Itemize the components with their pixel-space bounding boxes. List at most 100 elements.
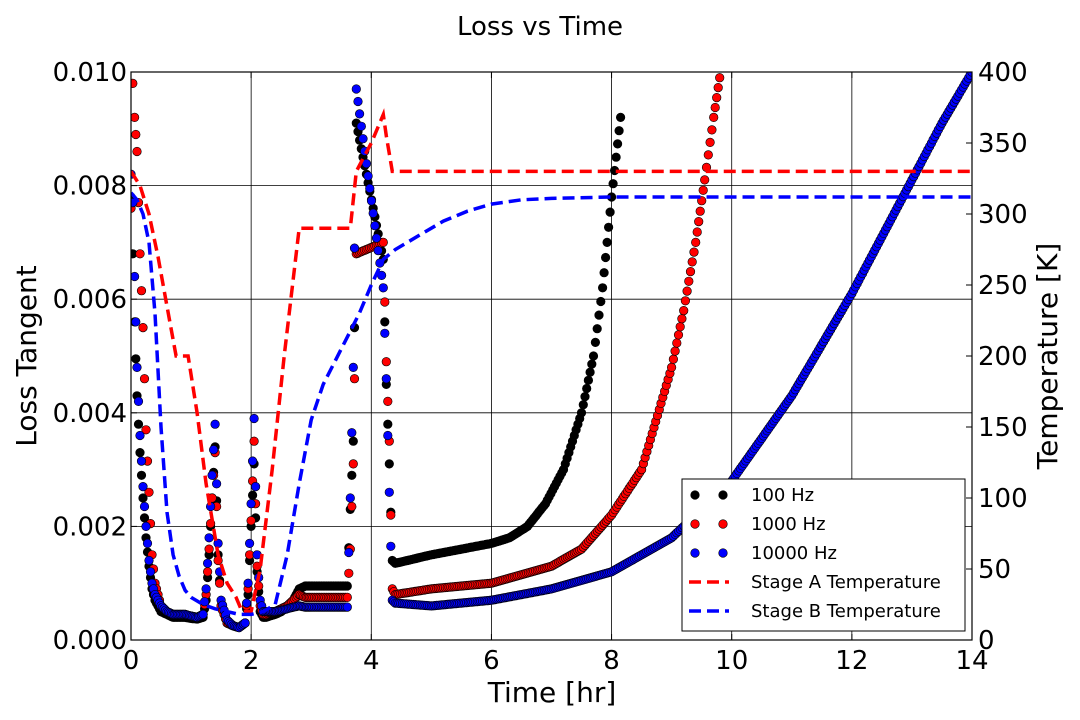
data-point-10000-hz — [135, 430, 145, 441]
data-point-1000-hz — [215, 578, 225, 588]
data-point-100-hz — [585, 367, 595, 377]
y-tick-label: 0.006 — [53, 285, 127, 315]
x-tick-label: 14 — [955, 646, 988, 676]
data-point-10000-hz — [384, 487, 394, 497]
grid-layer — [131, 72, 972, 640]
data-point-10000-hz — [371, 233, 382, 243]
data-point-10000-hz — [145, 567, 156, 577]
data-point-10000-hz — [351, 84, 361, 94]
x-tick-label: 2 — [243, 646, 260, 676]
data-point-10000-hz — [251, 482, 261, 492]
data-point-100-hz — [597, 283, 608, 293]
data-point-100-hz — [599, 268, 609, 278]
data-point-10000-hz — [353, 96, 363, 107]
data-point-1000-hz — [689, 247, 699, 257]
data-point-10000-hz — [141, 521, 151, 532]
data-point-10000-hz — [349, 243, 360, 253]
data-point-1000-hz — [695, 206, 705, 216]
data-point-10000-hz — [245, 538, 255, 549]
data-point-1000-hz — [131, 78, 138, 88]
data-point-100-hz — [596, 296, 606, 307]
data-point-100-hz — [135, 448, 145, 458]
data-point-10000-hz — [136, 456, 147, 466]
data-point-10000-hz — [347, 428, 357, 438]
data-point-1000-hz — [712, 92, 722, 103]
data-point-1000-hz — [698, 185, 708, 195]
y-tick-label: 0.004 — [53, 399, 127, 429]
data-point-10000-hz — [204, 533, 214, 543]
data-point-100-hz — [614, 126, 624, 136]
data-point-100-hz — [384, 459, 394, 469]
line-stage-b-temperature — [131, 191, 972, 617]
data-point-10000-hz — [131, 317, 141, 327]
data-point-10000-hz — [345, 493, 355, 503]
data-point-10000-hz — [383, 430, 393, 441]
data-point-10000-hz — [355, 109, 365, 119]
data-point-100-hz — [342, 581, 352, 591]
y2-tick-label: 350 — [978, 129, 1028, 159]
data-point-1000-hz — [380, 297, 390, 307]
data-point-10000-hz — [243, 578, 253, 588]
data-point-10000-hz — [242, 598, 252, 608]
data-point-1000-hz — [684, 276, 694, 286]
data-point-10000-hz — [967, 72, 972, 77]
y2-tick-label: 300 — [978, 200, 1028, 230]
data-point-10000-hz — [249, 413, 259, 424]
data-point-1000-hz — [703, 150, 713, 160]
data-point-10000-hz — [144, 555, 154, 566]
data-point-10000-hz — [381, 374, 391, 384]
data-point-10000-hz — [139, 501, 150, 512]
data-point-100-hz — [600, 252, 611, 263]
x-tick-label: 6 — [483, 646, 500, 676]
data-point-1000-hz — [141, 425, 151, 435]
data-point-100-hz — [380, 317, 390, 327]
data-point-1000-hz — [342, 592, 352, 603]
y2-tick-label: 150 — [978, 413, 1028, 443]
data-point-1000-hz — [136, 286, 147, 296]
y2-tick-label: 250 — [978, 271, 1028, 301]
data-point-1000-hz — [249, 436, 259, 446]
y-axis-label: Loss Tangent — [10, 265, 43, 446]
data-point-1000-hz — [344, 568, 354, 578]
data-point-1000-hz — [386, 510, 396, 520]
data-point-1000-hz — [666, 362, 677, 373]
data-point-1000-hz — [675, 322, 685, 332]
data-point-10000-hz — [198, 609, 208, 620]
x-tick-label: 0 — [123, 646, 140, 676]
data-point-100-hz — [615, 112, 626, 122]
data-point-1000-hz — [383, 396, 393, 407]
data-point-10000-hz — [366, 196, 377, 206]
data-point-10000-hz — [212, 479, 222, 489]
y-tick-label: 0.002 — [53, 512, 127, 542]
data-point-10000-hz — [207, 470, 217, 480]
data-point-10000-hz — [358, 134, 368, 144]
data-point-100-hz — [587, 359, 597, 369]
data-point-1000-hz — [348, 459, 358, 469]
data-point-1000-hz — [680, 296, 691, 306]
data-point-1000-hz — [131, 129, 141, 140]
legend-label-100-hz: 100 Hz — [751, 485, 814, 506]
data-point-100-hz — [347, 470, 357, 480]
data-point-10000-hz — [344, 547, 354, 558]
y2-tick-label: 400 — [978, 58, 1028, 88]
data-point-1000-hz — [685, 267, 696, 277]
data-point-1000-hz — [144, 487, 154, 497]
data-point-10000-hz — [138, 482, 148, 492]
data-point-1000-hz — [677, 314, 687, 324]
line-stage-a-temperature — [131, 108, 972, 614]
data-point-10000-hz — [373, 246, 383, 256]
x-tick-label: 8 — [603, 646, 620, 676]
data-point-1000-hz — [131, 112, 140, 122]
data-point-10000-hz — [210, 419, 220, 429]
data-point-10000-hz — [133, 396, 144, 407]
legend-label-1000-hz: 1000 Hz — [751, 514, 826, 535]
data-point-1000-hz — [713, 82, 723, 93]
y2-tick-label: 100 — [978, 484, 1028, 514]
x-tick-label: 4 — [363, 646, 380, 676]
data-point-1000-hz — [709, 112, 719, 122]
data-point-10000-hz — [363, 171, 373, 181]
data-point-1000-hz — [682, 286, 692, 296]
data-point-100-hz — [603, 222, 614, 232]
